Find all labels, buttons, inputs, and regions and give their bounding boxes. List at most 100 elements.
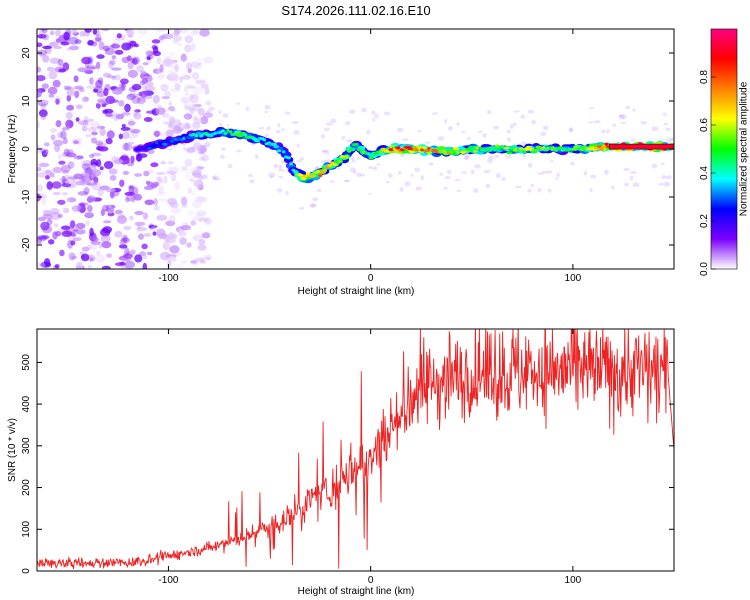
noise-speckle	[97, 146, 104, 151]
noise-speckle	[67, 240, 74, 249]
noise-speckle	[95, 254, 106, 263]
colorbar-gradient	[710, 28, 738, 270]
noise-speckle	[120, 78, 129, 85]
noise-speckle	[474, 164, 481, 169]
spectrogram-ridge-layer	[132, 126, 674, 184]
noise-speckle	[155, 107, 166, 115]
noise-speckle	[156, 104, 162, 108]
noise-speckle	[619, 114, 627, 120]
noise-speckle	[428, 162, 434, 166]
noise-speckle	[143, 117, 153, 122]
noise-speckle	[136, 224, 141, 230]
noise-speckle	[187, 68, 192, 74]
noise-speckle	[173, 35, 183, 42]
noise-speckle	[254, 154, 259, 159]
noise-speckle	[57, 199, 66, 205]
noise-speckle	[116, 215, 127, 224]
noise-speckle	[156, 191, 168, 196]
noise-speckle	[189, 178, 195, 183]
ridge-blob	[331, 163, 338, 166]
noise-speckle	[134, 43, 139, 48]
noise-speckle	[670, 137, 674, 141]
ridge-blob	[276, 149, 282, 153]
noise-speckle	[202, 78, 208, 82]
noise-speckle	[284, 111, 291, 115]
noise-speckle	[74, 39, 82, 45]
ridge-blob	[596, 145, 602, 148]
noise-speckle	[100, 208, 106, 217]
noise-speckle	[84, 212, 94, 219]
noise-speckle	[527, 189, 532, 193]
noise-speckle	[188, 104, 196, 111]
ridge-blob	[468, 145, 473, 149]
ridge-blob	[281, 152, 291, 157]
noise-speckle	[115, 113, 125, 120]
noise-speckle	[470, 169, 475, 175]
noise-speckle	[56, 131, 64, 139]
noise-speckle	[569, 127, 573, 132]
noise-speckle	[41, 169, 51, 174]
noise-speckle	[102, 72, 112, 78]
noise-speckle	[127, 131, 135, 140]
noise-speckle	[71, 29, 78, 34]
noise-speckle	[99, 127, 106, 137]
noise-speckle	[118, 100, 125, 107]
noise-speckle	[61, 183, 72, 188]
noise-speckle	[44, 149, 49, 155]
noise-speckle	[74, 39, 82, 44]
noise-speckle	[106, 130, 115, 139]
noise-speckle	[196, 58, 203, 62]
noise-speckle	[275, 129, 281, 134]
noise-speckle	[90, 240, 101, 246]
noise-speckle	[160, 83, 169, 92]
y-tick-label: 100	[21, 520, 32, 537]
noise-speckle	[494, 154, 499, 158]
noise-speckle	[527, 109, 534, 114]
noise-speckle	[662, 112, 667, 116]
noise-speckle	[660, 162, 665, 166]
noise-speckle	[537, 172, 544, 175]
noise-speckle	[95, 34, 102, 43]
noise-speckle	[236, 102, 241, 105]
noise-speckle	[148, 225, 158, 229]
noise-speckle	[74, 85, 84, 90]
noise-speckle	[127, 69, 138, 78]
noise-speckle	[91, 181, 102, 191]
noise-speckle	[109, 175, 117, 181]
noise-speckle	[126, 161, 135, 167]
noise-speckle	[495, 173, 502, 178]
noise-speckle	[113, 159, 124, 165]
noise-speckle	[506, 137, 511, 142]
noise-speckle	[46, 218, 53, 226]
noise-speckle	[134, 109, 141, 113]
noise-speckle	[37, 166, 42, 172]
noise-speckle	[180, 53, 187, 62]
noise-speckle	[373, 166, 378, 171]
noise-speckle	[356, 172, 362, 177]
ridge-core	[609, 143, 674, 150]
noise-speckle	[278, 168, 285, 172]
y-tick-label: -10	[21, 189, 32, 204]
noise-speckle	[180, 225, 192, 231]
noise-speckle	[155, 172, 166, 175]
noise-speckle	[264, 110, 269, 114]
noise-speckle	[65, 112, 73, 120]
noise-speckle	[171, 59, 178, 64]
noise-speckle	[204, 232, 210, 236]
noise-speckle	[53, 45, 62, 50]
noise-speckle	[193, 179, 204, 188]
noise-speckle	[368, 166, 373, 170]
noise-speckle	[277, 188, 283, 193]
noise-speckle	[620, 122, 626, 125]
noise-speckle	[245, 106, 249, 112]
ridge-blob	[473, 149, 478, 153]
noise-speckle	[127, 61, 134, 70]
noise-speckle	[122, 131, 130, 140]
noise-speckle	[588, 121, 594, 124]
ridge-blob	[279, 147, 284, 150]
noise-speckle	[345, 139, 352, 143]
noise-speckle	[83, 96, 89, 102]
noise-speckle	[89, 77, 94, 85]
noise-speckle	[43, 142, 50, 147]
